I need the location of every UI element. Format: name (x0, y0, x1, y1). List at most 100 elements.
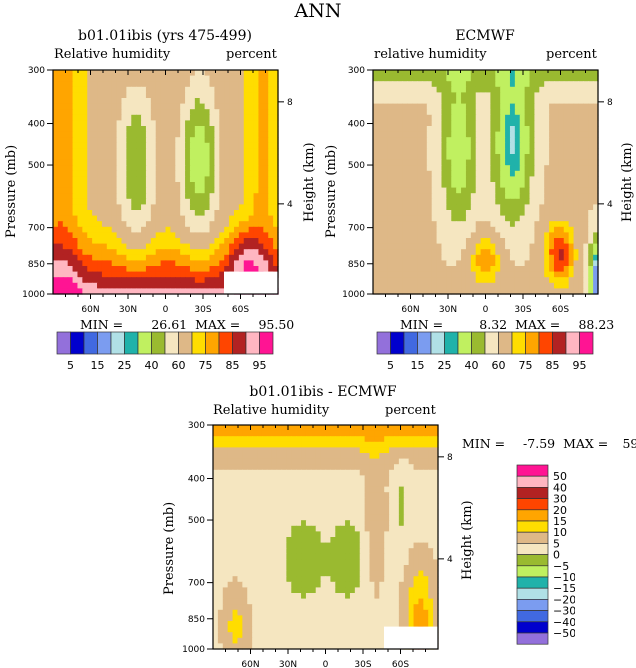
contour-cell (514, 226, 521, 233)
contour-cell (131, 249, 137, 256)
panel-model-right-subtitle: percent (226, 47, 277, 62)
contour-cell (505, 204, 511, 211)
min-label: MIN = (80, 317, 124, 332)
contour-cell (209, 238, 216, 245)
contour-cell (398, 553, 405, 560)
contour-cell (485, 182, 491, 189)
contour-cell (470, 193, 477, 200)
contour-cell (330, 537, 336, 544)
contour-cell (377, 120, 384, 127)
contour-cell (136, 142, 142, 149)
contour-cell (219, 137, 225, 144)
contour-cell (549, 198, 555, 205)
contour-cell (402, 193, 408, 200)
contour-cell (431, 103, 438, 110)
contour-cell (62, 249, 69, 256)
contour-cell (389, 453, 395, 460)
contour-cell (529, 238, 536, 245)
contour-cell (500, 165, 506, 172)
contour-cell (268, 165, 274, 172)
contour-cell (408, 469, 415, 476)
contour-cell (266, 503, 273, 510)
contour-cell (534, 92, 540, 99)
contour-cell (426, 198, 433, 205)
contour-cell (593, 142, 599, 149)
contour-cell (194, 109, 201, 116)
contour-cell (573, 249, 580, 256)
contour-cell (451, 243, 457, 250)
contour-cell (539, 159, 545, 166)
contour-cell (305, 514, 312, 521)
contour-cell (433, 497, 439, 504)
contour-cell (563, 114, 570, 121)
contour-cell (214, 109, 220, 116)
contour-cell (417, 109, 423, 116)
contour-cell (374, 425, 380, 432)
contour-cell (243, 109, 250, 116)
contour-cell (209, 131, 216, 138)
contour-cell (222, 469, 229, 476)
contour-cell (286, 425, 292, 432)
contour-cell (57, 198, 64, 205)
contour-cell (408, 453, 415, 460)
contour-cell (441, 215, 447, 222)
contour-cell (116, 282, 123, 289)
contour-cell (111, 70, 118, 77)
contour-cell (170, 154, 176, 161)
contour-cell (456, 266, 462, 273)
contour-cell (253, 221, 260, 228)
contour-cell (413, 436, 420, 443)
contour-cell (261, 553, 268, 560)
contour-cell (175, 86, 181, 93)
contour-cell (237, 509, 243, 516)
contour-cell (330, 436, 336, 443)
contour-cell (475, 159, 482, 166)
contour-cell (519, 182, 526, 189)
contour-cell (189, 109, 196, 116)
contour-cell (505, 221, 511, 228)
contour-cell (524, 204, 531, 211)
contour-cell (485, 98, 491, 105)
contour-cell (258, 81, 264, 88)
contour-cell (305, 537, 312, 544)
contour-cell (369, 542, 376, 549)
contour-cell (393, 542, 400, 549)
contour-cell (417, 232, 423, 239)
contour-cell (136, 277, 142, 284)
contour-cell (204, 148, 211, 155)
contour-cell (500, 232, 506, 239)
contour-cell (456, 193, 462, 200)
contour-cell (480, 288, 487, 295)
contour-cell (418, 525, 424, 532)
contour-cell (412, 92, 418, 99)
contour-cell (209, 204, 216, 211)
contour-cell (359, 469, 366, 476)
contour-cell (217, 430, 224, 437)
contour-cell (558, 81, 565, 88)
contour-cell (131, 75, 137, 82)
contour-cell (465, 142, 472, 149)
contour-cell (345, 447, 351, 454)
contour-cell (384, 486, 390, 493)
contour-cell (417, 103, 423, 110)
contour-cell (418, 497, 424, 504)
contour-cell (485, 260, 491, 267)
contour-cell (374, 447, 380, 454)
contour-cell (111, 210, 118, 217)
contour-cell (189, 131, 196, 138)
contour-cell (165, 226, 171, 233)
contour-cell (359, 520, 366, 527)
contour-cell (77, 142, 83, 149)
contour-cell (257, 492, 263, 499)
contour-cell (263, 249, 269, 256)
contour-cell (509, 215, 516, 222)
contour-cell (500, 198, 506, 205)
contour-cell (407, 98, 413, 105)
contour-cell (248, 260, 255, 267)
contour-cell (170, 131, 176, 138)
contour-cell (354, 453, 361, 460)
contour-cell (242, 464, 248, 471)
contour-cell (514, 142, 521, 149)
contour-cell (131, 70, 137, 77)
contour-cell (534, 142, 540, 149)
